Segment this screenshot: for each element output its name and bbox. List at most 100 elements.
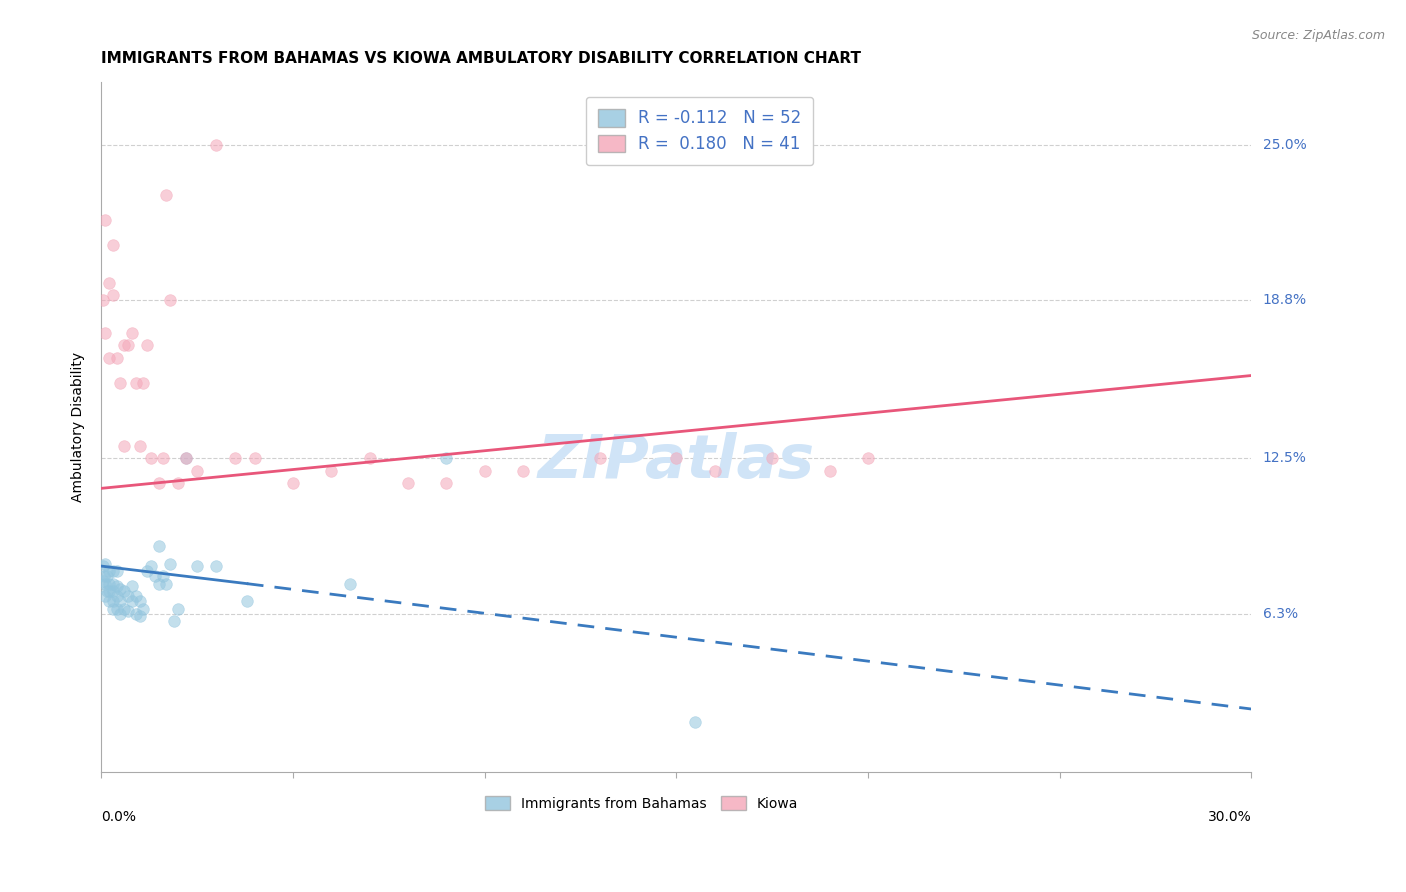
Point <box>148 576 170 591</box>
Point <box>125 376 148 390</box>
Text: Source: ZipAtlas.com: Source: ZipAtlas.com <box>1251 29 1385 42</box>
Point <box>94 589 117 603</box>
Point <box>174 451 197 466</box>
Point <box>101 238 124 252</box>
Point <box>110 376 132 390</box>
Point <box>205 137 228 152</box>
Point <box>110 582 132 596</box>
Legend: Immigrants from Bahamas, Kiowa: Immigrants from Bahamas, Kiowa <box>479 790 804 816</box>
Point <box>434 476 457 491</box>
Point <box>121 326 143 340</box>
Text: 6.3%: 6.3% <box>1263 607 1298 621</box>
Point <box>94 576 117 591</box>
Point <box>512 464 534 478</box>
Point <box>139 451 162 466</box>
Point <box>132 376 155 390</box>
Point <box>703 464 725 478</box>
Point <box>97 276 120 290</box>
Point <box>186 464 208 478</box>
Point <box>174 451 197 466</box>
Point <box>96 584 118 599</box>
Point <box>97 351 120 365</box>
Point <box>243 451 266 466</box>
Point <box>339 576 361 591</box>
Point <box>128 594 150 608</box>
Point <box>856 451 879 466</box>
Point <box>148 539 170 553</box>
Point <box>117 338 139 352</box>
Point <box>685 714 707 729</box>
Point <box>128 609 150 624</box>
Point <box>117 604 139 618</box>
Point <box>96 569 118 583</box>
Point <box>105 589 128 603</box>
Point <box>117 589 139 603</box>
Point <box>434 451 457 466</box>
Point <box>91 559 114 574</box>
Point <box>101 594 124 608</box>
Point <box>97 584 120 599</box>
Point <box>101 601 124 615</box>
Point <box>152 569 174 583</box>
Point <box>236 594 259 608</box>
Point <box>121 594 143 608</box>
Point <box>91 574 114 588</box>
Point <box>155 576 177 591</box>
Point <box>205 559 228 574</box>
Point <box>665 451 688 466</box>
Point <box>105 564 128 578</box>
Point <box>167 476 190 491</box>
Point <box>167 601 190 615</box>
Point <box>110 607 132 621</box>
Point <box>152 451 174 466</box>
Text: ZIPatlas: ZIPatlas <box>537 432 815 491</box>
Point <box>474 464 496 478</box>
Point <box>94 326 117 340</box>
Point <box>281 476 304 491</box>
Text: 18.8%: 18.8% <box>1263 293 1306 307</box>
Point <box>112 439 135 453</box>
Point <box>396 476 419 491</box>
Point <box>359 451 381 466</box>
Text: 0.0%: 0.0% <box>101 810 136 823</box>
Point <box>588 451 610 466</box>
Point <box>224 451 246 466</box>
Point <box>93 569 115 583</box>
Point <box>94 213 117 227</box>
Point <box>112 601 135 615</box>
Point <box>101 584 124 599</box>
Point <box>761 451 783 466</box>
Point <box>143 569 166 583</box>
Point <box>112 338 135 352</box>
Point <box>105 579 128 593</box>
Point <box>101 288 124 302</box>
Point <box>97 594 120 608</box>
Text: 25.0%: 25.0% <box>1263 137 1306 152</box>
Point <box>148 476 170 491</box>
Point <box>91 293 114 308</box>
Text: 12.5%: 12.5% <box>1263 451 1306 466</box>
Text: 30.0%: 30.0% <box>1208 810 1251 823</box>
Point <box>94 557 117 571</box>
Point <box>159 557 181 571</box>
Point <box>97 564 120 578</box>
Point <box>125 607 148 621</box>
Point <box>818 464 841 478</box>
Point <box>112 584 135 599</box>
Point <box>139 559 162 574</box>
Point <box>132 601 155 615</box>
Point <box>101 576 124 591</box>
Point <box>136 564 159 578</box>
Point <box>128 439 150 453</box>
Point <box>186 559 208 574</box>
Point <box>101 564 124 578</box>
Point <box>159 293 181 308</box>
Point <box>105 601 128 615</box>
Point <box>163 614 186 628</box>
Point <box>105 351 128 365</box>
Point <box>136 338 159 352</box>
Point <box>110 594 132 608</box>
Point <box>155 188 177 202</box>
Point <box>321 464 343 478</box>
Point <box>125 589 148 603</box>
